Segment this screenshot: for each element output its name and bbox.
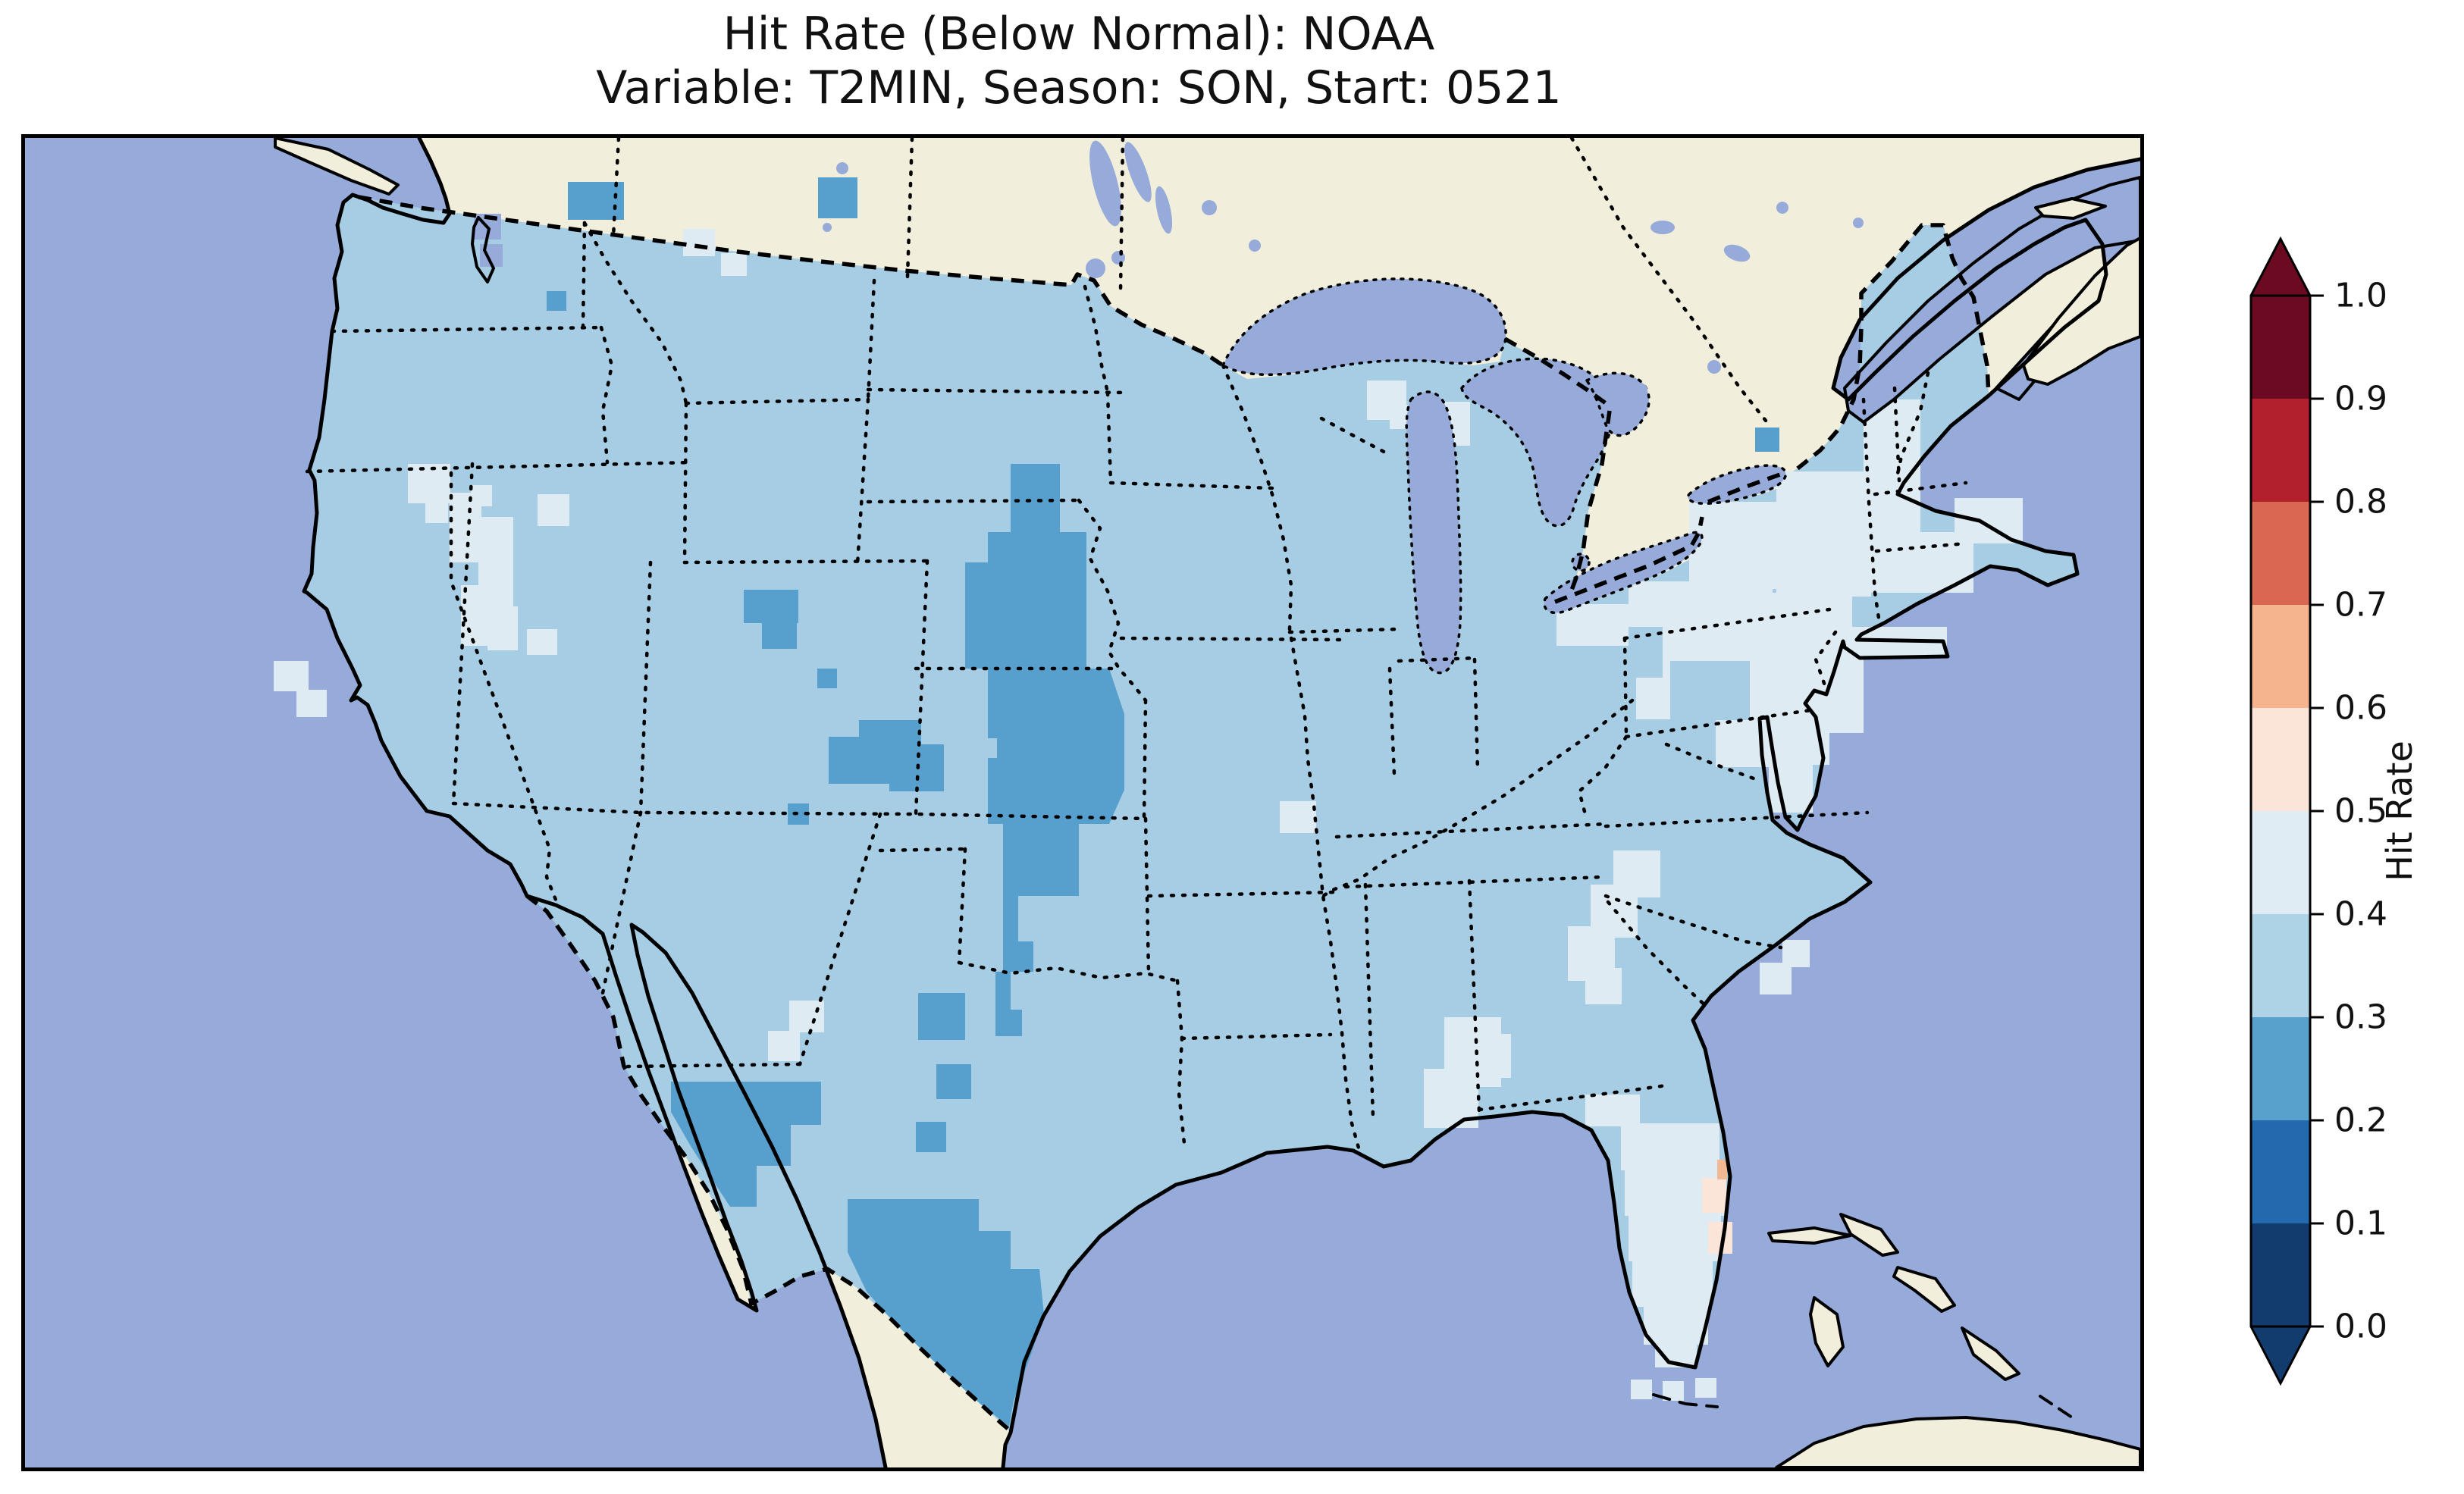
colorbar-axis-label: Hit Rate [2379,741,2420,882]
canada-lakes [823,140,1864,396]
cuba [1775,1416,2140,1467]
colorbar-tick-label: 0.2 [2334,1101,2387,1140]
colorbar-tick-label: 0.5 [2334,792,2387,831]
lake-michigan [1405,390,1462,675]
colorbar-bin [2251,1120,2310,1224]
state-borders [305,138,1968,1153]
abaco [1839,1213,1899,1257]
nova-scotia [2022,236,2140,386]
colorbar-tick-label: 0.8 [2334,483,2387,521]
eleuthera [1892,1266,1956,1313]
lake-ontario [1686,464,1787,505]
colorbar-bin [2251,708,2310,812]
map-axes [21,134,2144,1471]
data-patches-peach [1702,1160,1732,1254]
colorbar-canvas: 1.0 0.9 0.8 0.7 0.6 0.5 0.4 0.3 0.2 0.1 0.0 [2249,236,2387,1386]
vancouver-island [274,138,400,196]
title-line-2: Variable: T2MIN, Season: SON, Start: 052… [596,61,1562,114]
florida-keys [1652,1393,1719,1408]
colorbar-bin [2251,605,2310,709]
colorbar-bin [2251,502,2310,606]
islands [274,138,2140,1467]
colorbar-bin [2251,811,2310,915]
colorbar-tick-label: 0.6 [2334,689,2387,728]
colorbar-extend-over [2251,239,2310,296]
long-island-bahamas [1961,1326,2020,1381]
colorbar-bin [2251,296,2310,399]
map-canvas [25,138,2140,1467]
colorbar-tick-label: 0.9 [2334,380,2387,418]
colorbar-tick-label: 1.0 [2334,277,2387,315]
colorbar-bin [2251,914,2310,1018]
coastlines [302,138,2140,1467]
figure-title: Hit Rate (Below Normal): NOAA Variable: … [21,8,2136,115]
bahamas-cays [2039,1395,2074,1419]
colorbar-tick-label: 0.1 [2334,1204,2387,1243]
data-patches-pale [274,229,2023,1401]
puget-sound [471,216,495,283]
colorbar-bin [2251,399,2310,503]
grand-bahama [1767,1226,1852,1245]
colorbar-tick-label: 0.7 [2334,586,2387,625]
colorbar-tick-label: 0.0 [2334,1308,2387,1346]
lake-huron [1460,357,1614,528]
andros [1809,1296,1845,1367]
colorbar-bin [2251,1017,2310,1121]
georgian-bay [1585,371,1651,437]
colorbar: 1.0 0.9 0.8 0.7 0.6 0.5 0.4 0.3 0.2 0.1 0.0 [2240,212,2464,1440]
colorbar-tick-label: 0.3 [2334,998,2387,1037]
prince-edward-island [2034,197,2107,220]
colorbar-extend-under [2251,1326,2310,1383]
colorbar-tick-label: 0.4 [2334,895,2387,934]
colorbar-bin [2251,1223,2310,1327]
data-patches-mid [547,177,1779,1427]
title-line-1: Hit Rate (Below Normal): NOAA [723,8,1435,61]
